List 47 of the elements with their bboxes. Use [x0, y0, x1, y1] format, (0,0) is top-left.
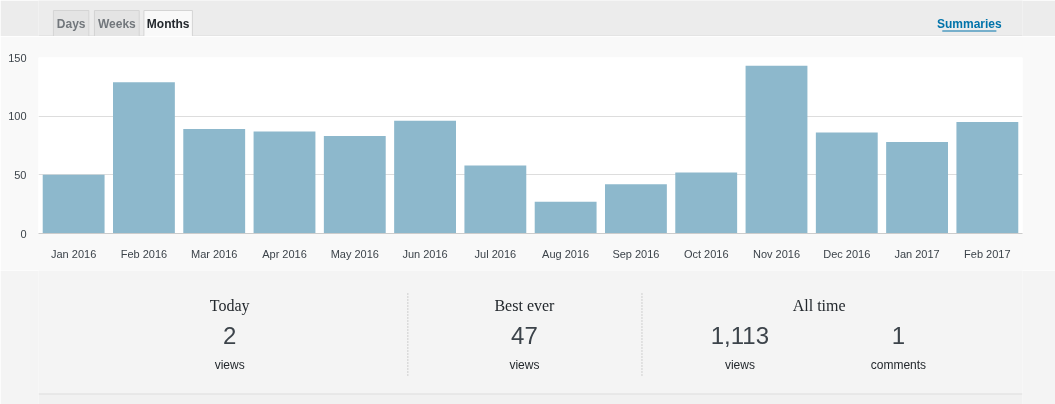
- text: 47: [511, 322, 538, 349]
- x-tick-label: Aug 2016: [542, 247, 590, 260]
- x-tick-label: Apr 2016: [262, 247, 307, 260]
- text: 1,113: [710, 322, 770, 349]
- bar: [886, 141, 948, 234]
- bar: [323, 136, 386, 234]
- bar: [534, 201, 597, 234]
- text: All time: [792, 297, 846, 314]
- text: Months: [146, 17, 190, 31]
- bar: [183, 129, 246, 234]
- bar: [956, 122, 1019, 234]
- bar: [745, 65, 808, 234]
- text: views: [214, 357, 245, 372]
- text: comments: [870, 357, 927, 372]
- x-tick-label: Feb 2016: [120, 247, 168, 260]
- bar: [605, 184, 667, 234]
- text: views: [724, 357, 755, 372]
- x-tick-label: Jan 2017: [894, 247, 940, 260]
- bar: [394, 120, 456, 234]
- x-tick-label: Feb 2017: [964, 247, 1011, 260]
- text: Today: [209, 297, 250, 315]
- bar: [675, 172, 738, 234]
- text: views: [509, 357, 540, 372]
- bar: [464, 165, 527, 234]
- y-tick-label: 50: [14, 168, 27, 181]
- x-tick-label: May 2016: [330, 247, 379, 260]
- x-tick-label: Dec 2016: [823, 247, 871, 260]
- text: Summaries: [936, 17, 1003, 31]
- text: 1: [891, 322, 906, 349]
- text: Best ever: [494, 297, 556, 314]
- y-tick-label: 100: [8, 110, 27, 123]
- text: 2: [223, 322, 237, 349]
- x-tick-label: Jun 2016: [402, 247, 448, 260]
- y-tick-label: 150: [8, 51, 27, 64]
- bar: [113, 82, 175, 234]
- x-tick-label: Nov 2016: [752, 247, 801, 260]
- text: Weeks: [97, 17, 137, 31]
- x-tick-label: Sep 2016: [612, 247, 660, 260]
- x-tick-label: Jan 2016: [51, 247, 97, 260]
- x-tick-label: Oct 2016: [683, 247, 729, 260]
- x-tick-label: Jul 2016: [474, 247, 517, 260]
- bar: [42, 174, 105, 234]
- bar: [815, 132, 878, 234]
- bar: [253, 131, 316, 234]
- x-tick-label: Mar 2016: [190, 247, 238, 260]
- text: Days: [56, 17, 86, 31]
- y-tick-label: 0: [20, 227, 27, 240]
